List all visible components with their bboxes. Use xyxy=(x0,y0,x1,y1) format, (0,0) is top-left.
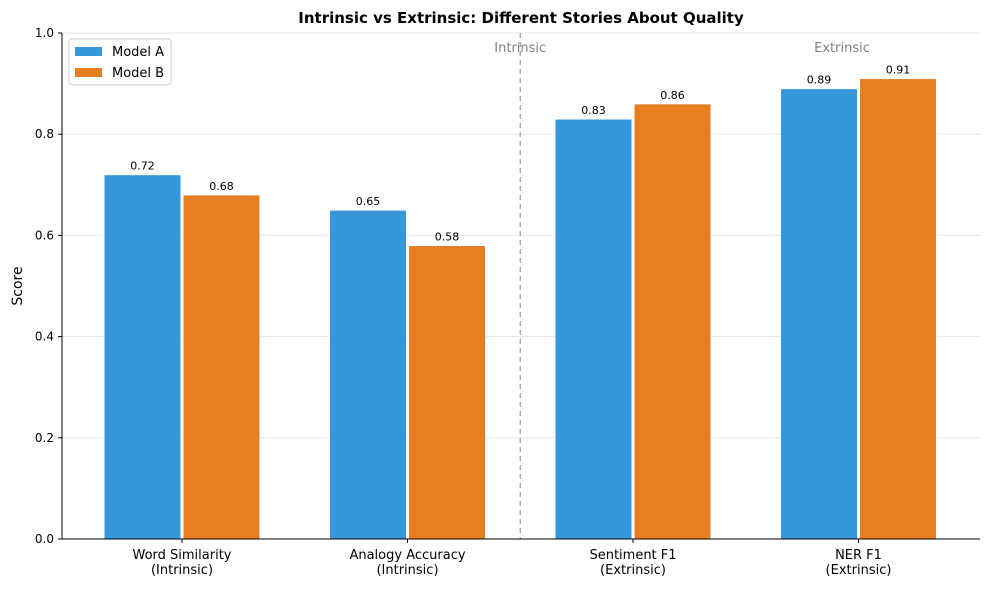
x-tick-label: (Intrinsic) xyxy=(151,563,213,578)
bar-model-b xyxy=(182,194,261,540)
x-tick-label: Sentiment F1 xyxy=(589,548,676,563)
legend-swatch xyxy=(75,68,102,77)
legend-label: Model A xyxy=(112,45,164,60)
bar-model-a xyxy=(554,118,633,540)
bar-model-b xyxy=(633,103,712,540)
bar-model-a xyxy=(780,88,858,540)
x-tick-label: Word Similarity xyxy=(132,548,231,563)
intrinsic-label: Intrinsic xyxy=(494,41,546,56)
y-tick-label: 0.8 xyxy=(35,127,54,141)
y-tick-label: 0.6 xyxy=(35,228,54,242)
y-tick-label: 1.0 xyxy=(35,26,54,40)
bar-model-a xyxy=(103,174,182,540)
x-tick-label: (Extrinsic) xyxy=(600,563,666,578)
extrinsic-label: Extrinsic xyxy=(814,41,870,56)
y-tick-label: 0.0 xyxy=(35,532,54,546)
data-label: 0.72 xyxy=(130,160,155,173)
data-label: 0.83 xyxy=(581,104,606,117)
bar-model-b xyxy=(859,78,937,540)
bar-model-b xyxy=(408,245,486,540)
data-label: 0.89 xyxy=(807,74,832,87)
data-label: 0.86 xyxy=(660,89,685,102)
chart-title: Intrinsic vs Extrinsic: Different Storie… xyxy=(298,9,744,27)
legend: Model A Model B xyxy=(68,38,172,86)
legend-swatch xyxy=(75,47,102,56)
x-tick-label: (Extrinsic) xyxy=(826,563,892,578)
data-label: 0.91 xyxy=(886,64,911,77)
y-tick-label: 0.4 xyxy=(35,330,54,344)
x-tick-label: Analogy Accuracy xyxy=(349,548,465,563)
x-tick-label: (Intrinsic) xyxy=(376,563,438,578)
data-label: 0.65 xyxy=(356,195,381,208)
bar-model-a xyxy=(329,209,407,540)
data-label: 0.58 xyxy=(435,231,460,244)
data-label: 0.68 xyxy=(209,180,234,193)
y-tick-label: 0.2 xyxy=(35,431,54,445)
legend-label: Model B xyxy=(112,66,164,81)
y-axis-label: Score xyxy=(10,266,26,305)
x-tick-label: NER F1 xyxy=(835,548,882,563)
